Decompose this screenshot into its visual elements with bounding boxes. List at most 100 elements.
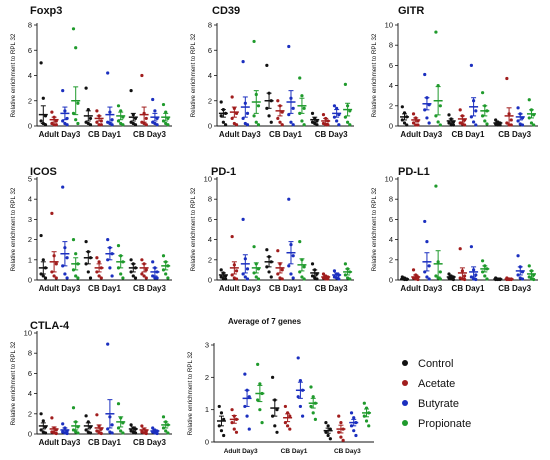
y-tick-label: 0	[205, 438, 209, 447]
series-butyrate	[60, 422, 70, 436]
data-point	[223, 123, 228, 127]
y-tick-label: 4	[28, 389, 32, 398]
data-point	[310, 262, 315, 266]
data-point	[474, 277, 478, 282]
data-point	[166, 431, 170, 435]
data-point	[219, 268, 223, 272]
data-point	[287, 264, 291, 268]
data-point	[352, 429, 356, 433]
data-point	[39, 412, 43, 416]
data-point	[265, 63, 269, 67]
data-point	[241, 60, 245, 64]
data-point	[54, 276, 58, 280]
data-point	[260, 421, 264, 425]
data-point	[291, 276, 295, 280]
data-point	[166, 123, 170, 127]
series-propionate	[71, 238, 81, 280]
data-point	[166, 276, 170, 280]
category-label: CB Day1	[452, 284, 485, 293]
category-label: CB Day3	[133, 438, 166, 447]
data-point	[436, 120, 440, 124]
data-point	[43, 431, 48, 435]
y-tick-label: 10	[385, 175, 393, 184]
data-point	[116, 402, 121, 406]
legend-label: Acetate	[418, 378, 455, 390]
data-point	[474, 109, 478, 113]
data-point	[346, 120, 350, 124]
legend-item-acetate: Acetate	[402, 378, 455, 390]
data-point	[76, 121, 80, 126]
category-label: CB Day3	[315, 130, 348, 139]
data-point	[275, 408, 279, 412]
data-point	[309, 404, 313, 409]
data-point	[265, 248, 269, 252]
data-point	[65, 276, 69, 280]
series-control	[83, 414, 93, 435]
data-point	[153, 276, 157, 280]
data-point	[326, 424, 330, 428]
data-point	[367, 424, 371, 428]
data-point	[302, 106, 306, 110]
data-point	[301, 414, 305, 418]
chart-panel-icos: ICOS 0 1 2 3 4 5 Relative enrichment to RPL 32 A…	[10, 166, 172, 293]
series-acetate	[229, 408, 239, 434]
series-control	[270, 375, 280, 434]
data-point	[221, 120, 225, 124]
data-point	[140, 424, 144, 428]
category-label: CB Day3	[498, 130, 531, 139]
series-control	[400, 105, 410, 127]
data-point	[364, 419, 369, 423]
data-point	[458, 247, 462, 251]
data-point	[116, 244, 121, 248]
category-label: CB Day1	[88, 438, 121, 447]
y-tick-label: 2	[205, 373, 209, 382]
data-point	[298, 404, 302, 409]
series-acetate	[275, 249, 285, 281]
series-control	[493, 276, 503, 282]
data-point	[451, 123, 455, 127]
data-point	[234, 430, 239, 434]
data-point	[258, 382, 262, 386]
data-point	[324, 421, 328, 425]
data-point	[41, 419, 45, 423]
data-point	[230, 408, 234, 412]
data-point	[485, 122, 489, 126]
data-point	[52, 274, 56, 278]
series-propionate	[71, 27, 81, 126]
y-axis-label: Relative enrichment to RPL 32	[187, 351, 194, 435]
category-label: CB Day1	[88, 130, 121, 139]
data-point	[252, 245, 256, 249]
data-point	[474, 123, 478, 127]
data-point	[280, 123, 284, 127]
y-tick-label: 2	[208, 96, 212, 105]
series-control	[493, 118, 503, 127]
data-point	[516, 106, 520, 110]
data-point	[348, 123, 352, 127]
series-butyrate	[105, 342, 115, 435]
legend-label: Control	[418, 358, 453, 370]
data-point	[243, 372, 247, 376]
series-control	[218, 100, 228, 127]
data-point	[121, 123, 125, 127]
data-point	[402, 121, 407, 125]
series-propionate	[297, 240, 307, 281]
data-point	[63, 272, 67, 276]
data-point	[74, 46, 78, 50]
data-point	[291, 106, 295, 110]
data-point	[97, 260, 101, 264]
data-point	[256, 398, 260, 402]
series-butyrate	[349, 411, 359, 438]
data-point	[339, 435, 343, 439]
y-tick-label: 0	[28, 430, 32, 439]
data-point	[155, 123, 159, 127]
category-label: CB Day3	[334, 448, 361, 455]
y-tick-label: 1	[205, 405, 209, 414]
data-point	[41, 274, 45, 278]
y-axis-label: Relative enrichment to RPL 32	[371, 187, 378, 271]
data-point	[234, 269, 239, 273]
series-propionate	[251, 245, 261, 281]
data-point	[39, 119, 43, 123]
data-point	[276, 249, 280, 253]
data-point	[458, 108, 462, 112]
data-point	[520, 277, 525, 281]
